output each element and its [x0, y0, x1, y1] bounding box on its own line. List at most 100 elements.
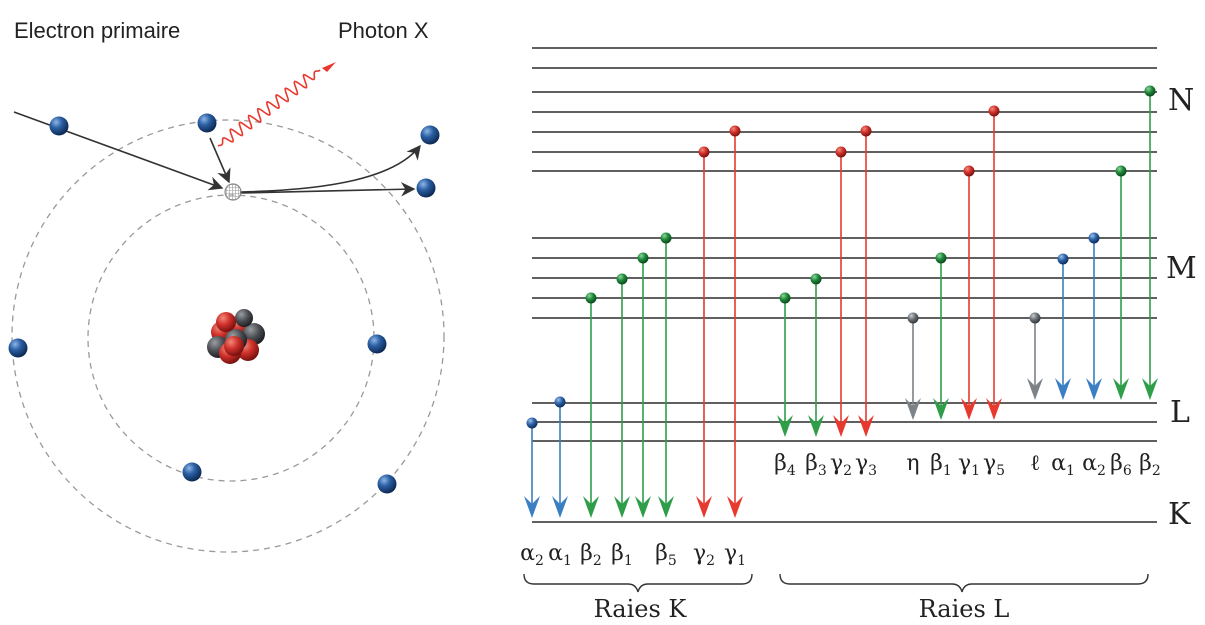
transition-origin-dot [963, 165, 975, 177]
transition-greek: α [520, 541, 535, 566]
transition-greek: β [774, 451, 787, 476]
transition-13 [905, 312, 921, 420]
orbit-electron-left [8, 338, 28, 358]
transition-origin-dot [779, 292, 791, 304]
scattered-electron-path-upper [239, 144, 421, 193]
transition-label: α1 [548, 541, 572, 569]
transition-arrow-head [1027, 378, 1043, 400]
transition-greek: ℓ [1030, 451, 1041, 476]
transition-subscript: 2 [706, 553, 715, 569]
transition-21 [1142, 85, 1158, 400]
transition-arrow-head [635, 496, 651, 518]
transition-arrow-head [1086, 378, 1102, 400]
transition-label: α1 [1051, 451, 1075, 479]
transition-label: β4 [774, 451, 796, 479]
transition-arrow-head [696, 496, 712, 518]
transition-label: β3 [805, 451, 827, 479]
transition-greek: β [1139, 451, 1152, 476]
group-label-l: Raies L [919, 595, 1010, 623]
transition-label: α2 [520, 541, 544, 569]
transition-label: γ5 [983, 451, 1005, 479]
transition-15 [961, 165, 977, 420]
scattered-electron-path-lower [239, 182, 416, 197]
transition-subscript: 2 [593, 553, 602, 569]
transition-18 [1055, 253, 1071, 400]
brace-k-lines [523, 573, 753, 593]
transition-arrow-head [1142, 378, 1158, 400]
transition-greek: η [906, 451, 919, 476]
transition-subscript: 3 [818, 463, 827, 479]
orbit-electron-bottom [182, 462, 202, 482]
brace-l-lines [779, 573, 1149, 593]
transition-11 [833, 146, 849, 437]
transition-origin-dot [616, 273, 628, 285]
transition-label: β1 [611, 541, 633, 569]
transition-label: α2 [1082, 451, 1106, 479]
primary-electron [49, 116, 69, 136]
shell-label-m: M [1166, 251, 1197, 286]
transition-greek: β [805, 451, 818, 476]
transition-greek: α [1082, 451, 1097, 476]
transition-arrow-head [524, 496, 540, 518]
shell-label-n: N [1168, 83, 1194, 118]
transition-5 [635, 252, 651, 518]
transition-12 [858, 125, 874, 437]
transition-greek: β [580, 541, 593, 566]
transition-16 [986, 105, 1002, 420]
transition-arrow-head [808, 415, 824, 437]
photon-wave [217, 69, 321, 147]
photon-x-label: Photon X [338, 18, 429, 43]
shell-labels: N M L K [1166, 83, 1197, 532]
transition-origin-dot [935, 252, 947, 264]
transition-greek: β [930, 451, 943, 476]
primary-electron-path [13, 111, 224, 191]
transition-label: γ2 [830, 451, 852, 479]
transition-19 [1086, 232, 1102, 400]
transition-greek: γ [958, 451, 971, 476]
orbit-electron-bottom-right [377, 474, 397, 494]
transition-7 [696, 146, 712, 518]
transition-arrow-head [1113, 378, 1129, 400]
transition-greek: γ [830, 451, 843, 476]
transition-arrow-head [658, 496, 674, 518]
ejected-electron [197, 113, 217, 133]
transition-label: γ1 [958, 451, 980, 479]
transition-subscript: 1 [563, 553, 572, 569]
transition-greek: β [611, 541, 624, 566]
transition-subscript: 2 [1152, 463, 1161, 479]
transition-label: β2 [580, 541, 602, 569]
transition-subscript: 2 [535, 553, 544, 569]
photon-arrow-head [322, 62, 336, 72]
transition-subscript: 1 [943, 463, 952, 479]
transition-origin-dot [554, 396, 566, 408]
transition-label: γ1 [724, 541, 746, 569]
transition-subscript: 6 [1123, 463, 1132, 479]
transition-origin-dot [698, 146, 710, 158]
transition-greek: α [1051, 451, 1066, 476]
transition-arrow-head [552, 496, 568, 518]
outer-electron-shell [11, 119, 445, 553]
transition-subscript: 5 [996, 463, 1005, 479]
transition-arrow-head [777, 415, 793, 437]
electron-primary-label: Electron primaire [14, 18, 180, 43]
transition-arrow-head [833, 415, 849, 437]
nucleus [207, 309, 265, 364]
transition-greek: γ [724, 541, 737, 566]
transition-arrow-head [961, 398, 977, 420]
transition-subscript: 3 [868, 463, 877, 479]
transition-label: γ2 [693, 541, 715, 569]
transition-17 [1027, 312, 1043, 400]
transition-subscript: 1 [1066, 463, 1075, 479]
transition-subscript: 1 [624, 553, 633, 569]
transition-2 [552, 396, 568, 518]
transition-greek: β [655, 541, 668, 566]
transition-arrow-head [1055, 378, 1071, 400]
transition-origin-dot [526, 417, 538, 429]
scattered-electron-lower [416, 178, 436, 198]
transition-arrow-head [905, 398, 921, 420]
transition-arrow-head [614, 496, 630, 518]
transition-10 [808, 273, 824, 437]
transition-origin-dot [1115, 165, 1127, 177]
